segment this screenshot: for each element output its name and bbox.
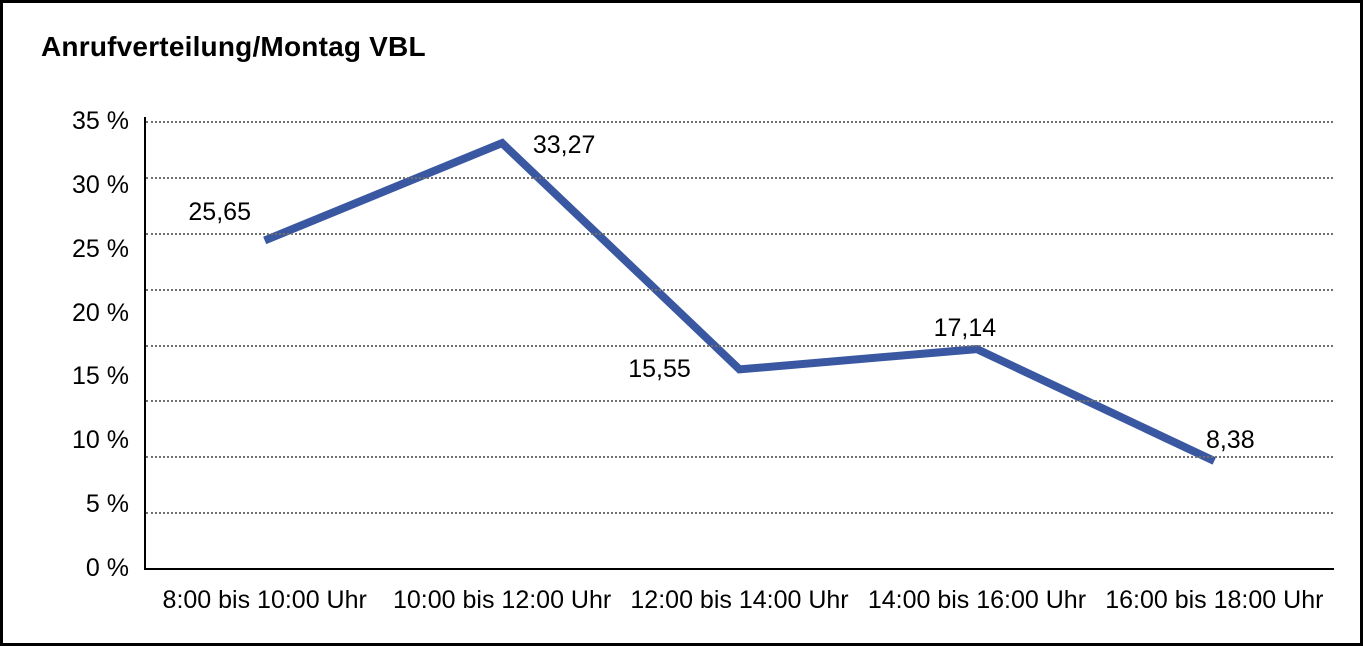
x-axis-category-label: 10:00 bis 12:00 Uhr	[393, 586, 612, 614]
y-axis-tick-label: 15 %	[72, 362, 129, 391]
data-point-label: 33,27	[532, 131, 596, 160]
gridline	[146, 344, 1333, 347]
gridline	[146, 176, 1333, 179]
y-axis-tick-label: 0 %	[85, 554, 129, 582]
x-axis-line	[144, 568, 1334, 570]
y-axis-tick-label: 20 %	[72, 298, 129, 327]
y-axis-tick-label: 35 %	[72, 107, 129, 135]
gridline	[146, 456, 1333, 459]
gridline	[146, 232, 1333, 235]
y-axis-line	[144, 117, 146, 570]
gridline	[146, 512, 1333, 515]
gridline	[146, 288, 1333, 291]
gridline	[146, 121, 1333, 123]
gridline	[146, 400, 1333, 403]
data-line	[263, 138, 1217, 465]
x-axis-category-label: 16:00 bis 18:00 Uhr	[1105, 586, 1324, 614]
data-point-label: 15,55	[628, 355, 691, 384]
y-axis-tick-label: 10 %	[72, 426, 129, 455]
y-axis-tick-label: 25 %	[72, 234, 129, 263]
y-axis-tick-label: 5 %	[85, 490, 129, 519]
x-axis-labels: 8:00 bis 10:00 Uhr 10:00 bis 12:00 Uhr 12:…	[146, 585, 1333, 615]
x-axis-category-label: 12:00 bis 14:00 Uhr	[630, 586, 849, 614]
data-line-svg	[263, 138, 1217, 465]
y-axis-labels: 35 % 30 % 25 % 20 % 15 % 10 % 5 % 0 %	[3, 107, 129, 582]
data-point-label: 17,14	[933, 314, 997, 343]
plot-area: 25,65 33,27 15,55 17,14 8,38	[146, 121, 1333, 568]
chart-title: Anrufverteilung/Montag VBL	[41, 31, 426, 62]
data-point-label: 8,38	[1205, 425, 1255, 454]
data-point-label: 25,65	[188, 198, 251, 227]
x-axis-category-label: 14:00 bis 16:00 Uhr	[867, 586, 1087, 614]
x-axis-category-label: 8:00 bis 10:00 Uhr	[162, 586, 367, 614]
y-axis-tick-label: 30 %	[72, 170, 129, 199]
